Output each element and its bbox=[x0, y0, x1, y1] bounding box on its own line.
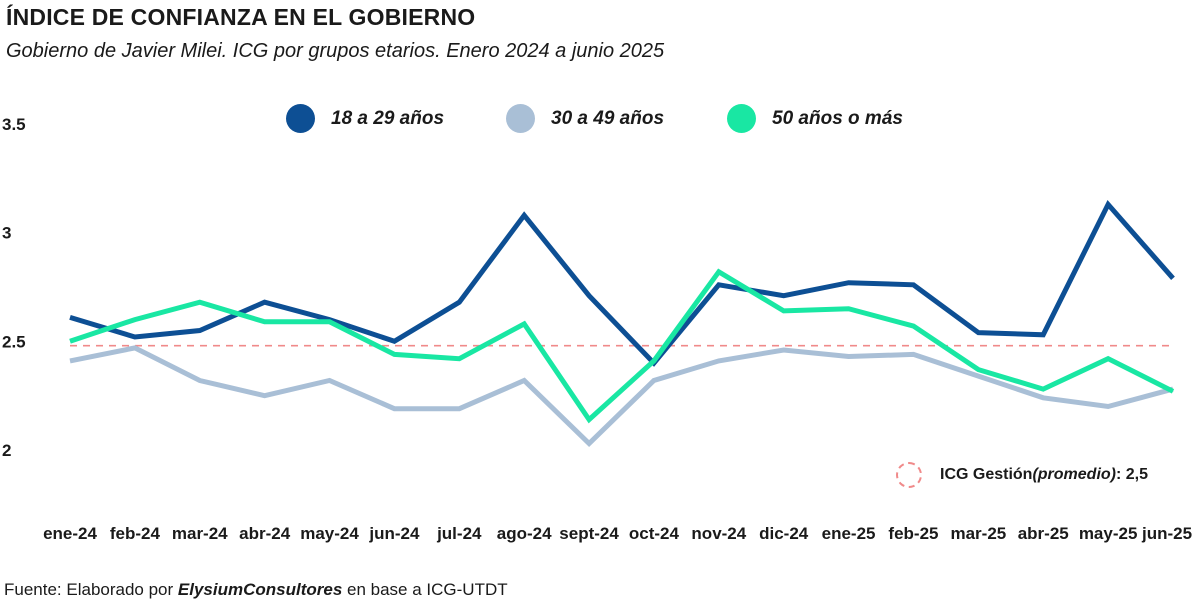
legend-swatch-series-1 bbox=[286, 104, 315, 133]
dashed-circle-icon bbox=[896, 462, 922, 488]
x-tick-label: feb-25 bbox=[888, 524, 938, 543]
source-note: Fuente: Elaborado por ElysiumConsultores… bbox=[4, 580, 508, 600]
y-tick-label: 3.5 bbox=[2, 115, 26, 134]
x-tick-label: jun-25 bbox=[1141, 524, 1192, 543]
x-tick-label: mar-25 bbox=[950, 524, 1006, 543]
legend-swatch-series-3 bbox=[727, 104, 756, 133]
series-line-3 bbox=[69, 268, 1175, 424]
y-tick-label: 2.5 bbox=[2, 332, 26, 351]
x-tick-label: abr-24 bbox=[239, 524, 291, 543]
legend-label-series-2: 30 a 49 años bbox=[551, 107, 665, 129]
x-tick-label: oct-24 bbox=[629, 524, 680, 543]
chart-title: ÍNDICE DE CONFIANZA EN EL GOBIERNO bbox=[6, 4, 476, 30]
reference-label-value: : 2,5 bbox=[1116, 466, 1149, 483]
x-tick-label: abr-25 bbox=[1018, 524, 1069, 543]
reference-line-note: ICG Gestión (promedio) : 2,5 bbox=[896, 462, 1148, 488]
x-tick-label: ene-24 bbox=[43, 524, 97, 543]
x-tick-label: feb-24 bbox=[110, 524, 161, 543]
x-tick-label: ago-24 bbox=[497, 524, 552, 543]
legend-item-series-1: 18 a 29 años bbox=[286, 104, 444, 133]
series-line-1 bbox=[69, 199, 1175, 367]
legend-item-series-2: 30 a 49 años bbox=[506, 104, 664, 133]
reference-label-italic: (promedio) bbox=[1032, 466, 1116, 483]
x-tick-label: mar-24 bbox=[172, 524, 228, 543]
y-tick-label: 3 bbox=[2, 224, 11, 243]
x-tick-label: dic-24 bbox=[759, 524, 809, 543]
source-prefix: Fuente: Elaborado por bbox=[4, 580, 178, 599]
x-tick-label: may-24 bbox=[300, 524, 359, 543]
legend-label-series-1: 18 a 29 años bbox=[331, 107, 445, 129]
legend-label-series-3: 50 años o más bbox=[772, 107, 903, 129]
series-line-2 bbox=[69, 345, 1174, 447]
legend-swatch-series-2 bbox=[506, 104, 535, 133]
x-tick-label: may-25 bbox=[1079, 524, 1138, 543]
reference-label-main: ICG Gestión bbox=[940, 466, 1033, 483]
x-tick-label: nov-24 bbox=[691, 524, 746, 543]
legend-item-series-3: 50 años o más bbox=[727, 104, 903, 133]
source-org: ElysiumConsultores bbox=[177, 580, 343, 599]
x-tick-label: jul-24 bbox=[436, 524, 482, 543]
source-suffix: en base a ICG-UTDT bbox=[342, 580, 508, 599]
x-tick-label: ene-25 bbox=[822, 524, 876, 543]
x-tick-label: jun-24 bbox=[368, 524, 420, 543]
y-tick-label: 2 bbox=[2, 441, 11, 460]
chart-subtitle: Gobierno de Javier Milei. ICG por grupos… bbox=[6, 40, 665, 62]
x-tick-label: sept-24 bbox=[559, 524, 619, 543]
